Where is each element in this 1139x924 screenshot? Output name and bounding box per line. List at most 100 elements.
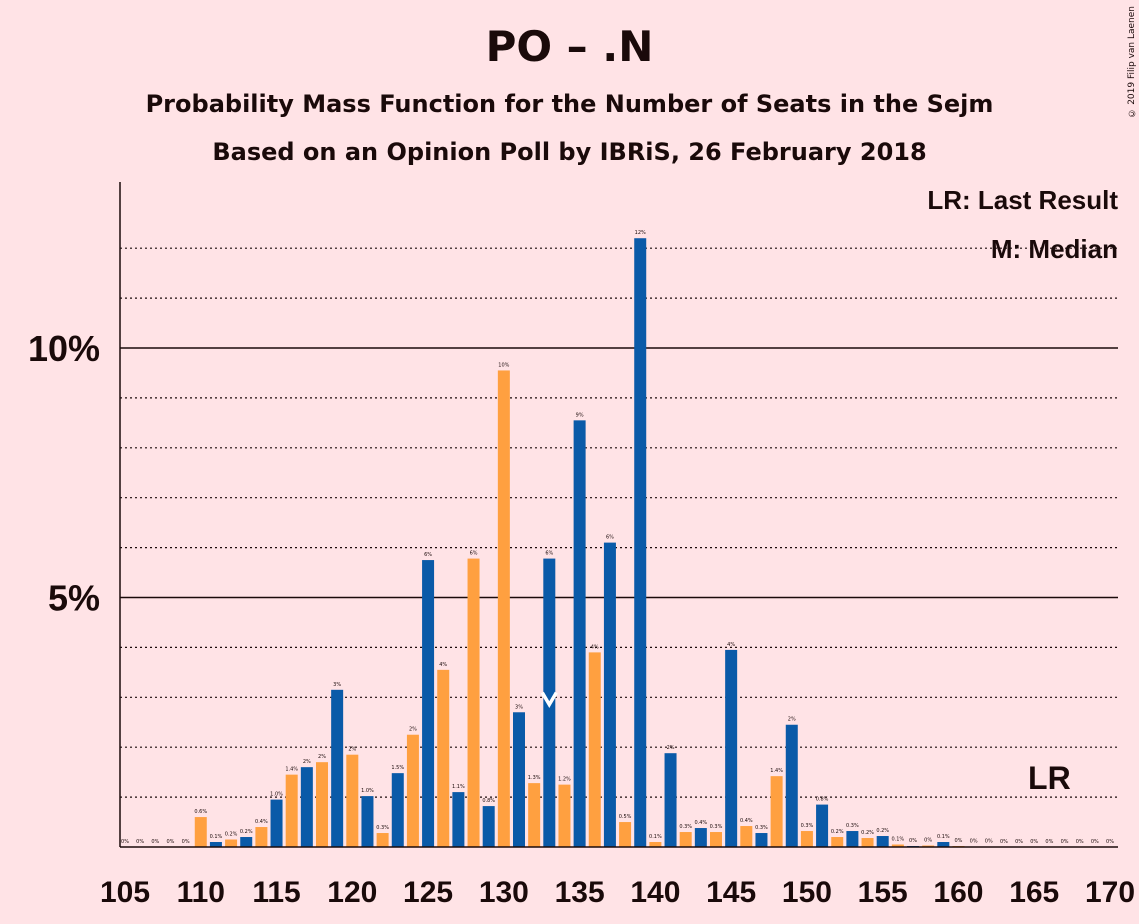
bar-seat-143 (694, 828, 707, 847)
bar-label-seat-148: 1.4% (770, 768, 783, 774)
bar-label-seat-138: 0.5% (619, 814, 632, 820)
bar-seat-115 (270, 799, 283, 847)
tick-labels: 105 110 115 120 125 130 135 140 145 150 155 160 165 1… (28, 328, 1135, 909)
bar-label-seat-156: 0.1% (891, 837, 904, 843)
bar-label-seat-160: 0% (954, 838, 962, 844)
bar-label-seat-134: 1.2% (558, 777, 571, 783)
bar-label-seat-136: 4% (591, 644, 599, 650)
x-tick-label-170: 170 (1085, 876, 1135, 909)
bar-seat-127 (452, 792, 465, 847)
bar-label-seat-133: 6% (545, 551, 553, 557)
bar-seat-134 (558, 784, 571, 847)
last-result-marker: LR (1028, 760, 1071, 796)
x-tick-label-120: 120 (327, 876, 377, 909)
chart-subtitle-2: Based on an Opinion Poll by IBRiS, 26 Fe… (212, 138, 927, 166)
bar-label-seat-112: 0.2% (225, 832, 238, 838)
bar-label-seat-163: 0% (1000, 839, 1008, 845)
bar-label-seat-140: 0.1% (649, 834, 662, 840)
bar-label-seat-127: 1.1% (452, 784, 465, 790)
bar-label-seat-137: 6% (606, 535, 614, 541)
bar-label-seat-154: 0.2% (861, 830, 874, 836)
bar-label-seat-165: 0% (1030, 839, 1038, 845)
bar-seat-147 (755, 833, 768, 847)
bar-seat-126 (437, 669, 450, 847)
x-tick-label-110: 110 (177, 876, 225, 909)
bar-label-seat-144: 0.3% (710, 824, 723, 830)
bar-seat-125 (422, 560, 435, 847)
bar-seat-114 (255, 827, 268, 847)
chart-subtitle-1: Probability Mass Function for the Number… (145, 90, 994, 118)
bar-seat-120 (346, 754, 359, 847)
bar-seat-146 (740, 826, 753, 847)
bar-label-seat-109: 0% (182, 839, 190, 845)
bar-label-seat-147: 0.3% (755, 825, 768, 831)
bar-seat-118 (316, 762, 328, 847)
median-marker (540, 691, 558, 709)
x-tick-label-105: 105 (100, 876, 150, 909)
bar-label-seat-150: 0.3% (801, 823, 814, 829)
bar-label-seat-119: 3% (333, 682, 341, 688)
bar-seat-113 (240, 837, 253, 847)
x-tick-label-125: 125 (403, 876, 453, 909)
chart-title: PO – .N (485, 22, 654, 71)
bar-label-seat-158: 0% (924, 838, 932, 844)
bar-label-seat-139: 12% (635, 230, 646, 236)
bars (194, 238, 995, 848)
bar-seat-140 (649, 842, 662, 847)
bar-seat-123 (391, 773, 404, 847)
bar-label-seat-125: 6% (424, 552, 432, 558)
bar-seat-116 (285, 774, 298, 847)
bar-seat-144 (710, 832, 722, 847)
bar-label-seat-142: 0.3% (679, 824, 692, 830)
bar-seat-128 (467, 558, 480, 847)
bar-label-seat-117: 2% (303, 759, 311, 765)
bar-seat-132 (528, 783, 541, 847)
bar-label-seat-121: 1.0% (361, 788, 374, 794)
bar-label-seat-143: 0.4% (694, 820, 707, 826)
bar-label-seat-120: 2% (348, 747, 356, 753)
bar-label-seat-153: 0.3% (846, 823, 859, 829)
grid-lines (120, 247, 1118, 798)
bar-label-seat-146: 0.4% (740, 818, 753, 824)
bar-label-seat-152: 0.2% (831, 829, 844, 835)
bar-seat-152 (831, 837, 844, 847)
bar-label-seat-130: 10% (498, 362, 509, 368)
bar-label-seat-116: 1.4% (285, 767, 298, 773)
bar-seat-150 (800, 831, 813, 847)
bar-seat-136 (588, 652, 601, 847)
bar-seat-129 (482, 806, 495, 847)
y-tick-label-10: 10% (28, 328, 100, 369)
legend-median: M: Median (991, 234, 1118, 264)
bar-label-seat-108: 0% (166, 839, 174, 845)
bar-label-seat-132: 1.3% (528, 775, 541, 781)
bar-seat-154 (861, 838, 874, 847)
bar-label-seat-129: 0.8% (482, 798, 495, 804)
bar-seat-145 (725, 649, 738, 847)
x-tick-label-140: 140 (630, 876, 680, 909)
bar-label-seat-170: 0% (1106, 839, 1114, 845)
x-tick-label-145: 145 (706, 876, 756, 909)
bar-seat-155 (876, 836, 889, 847)
bar-seat-110 (194, 817, 207, 847)
bar-label-seat-115: 1.0% (270, 792, 283, 798)
bar-seat-149 (785, 724, 798, 847)
x-tick-label-155: 155 (858, 876, 908, 909)
bar-seat-139 (634, 238, 647, 848)
bar-label-seat-162: 0% (985, 839, 993, 845)
bar-seat-156 (891, 844, 904, 847)
x-tick-label-160: 160 (933, 876, 983, 909)
bar-labels: 0% 0% 0% 0% 0%0.6%0.1% 0.2% 0.2%0.4%1.0%1.4%2%… (121, 230, 1114, 845)
bar-label-seat-166: 0% (1045, 839, 1053, 845)
bar-label-seat-135: 9% (576, 412, 584, 418)
bar-label-seat-126: 4% (439, 662, 447, 668)
x-tick-label-115: 115 (252, 876, 300, 909)
bar-seat-141 (664, 753, 677, 847)
bar-label-seat-168: 0% (1076, 839, 1084, 845)
bar-seat-122 (376, 833, 389, 847)
bar-seat-151 (816, 804, 829, 847)
x-tick-label-150: 150 (782, 876, 832, 909)
bar-label-seat-128: 6% (470, 551, 478, 557)
bar-label-seat-111: 0.1% (210, 834, 223, 840)
bar-seat-130 (497, 370, 510, 847)
markers: LR (540, 691, 1071, 796)
